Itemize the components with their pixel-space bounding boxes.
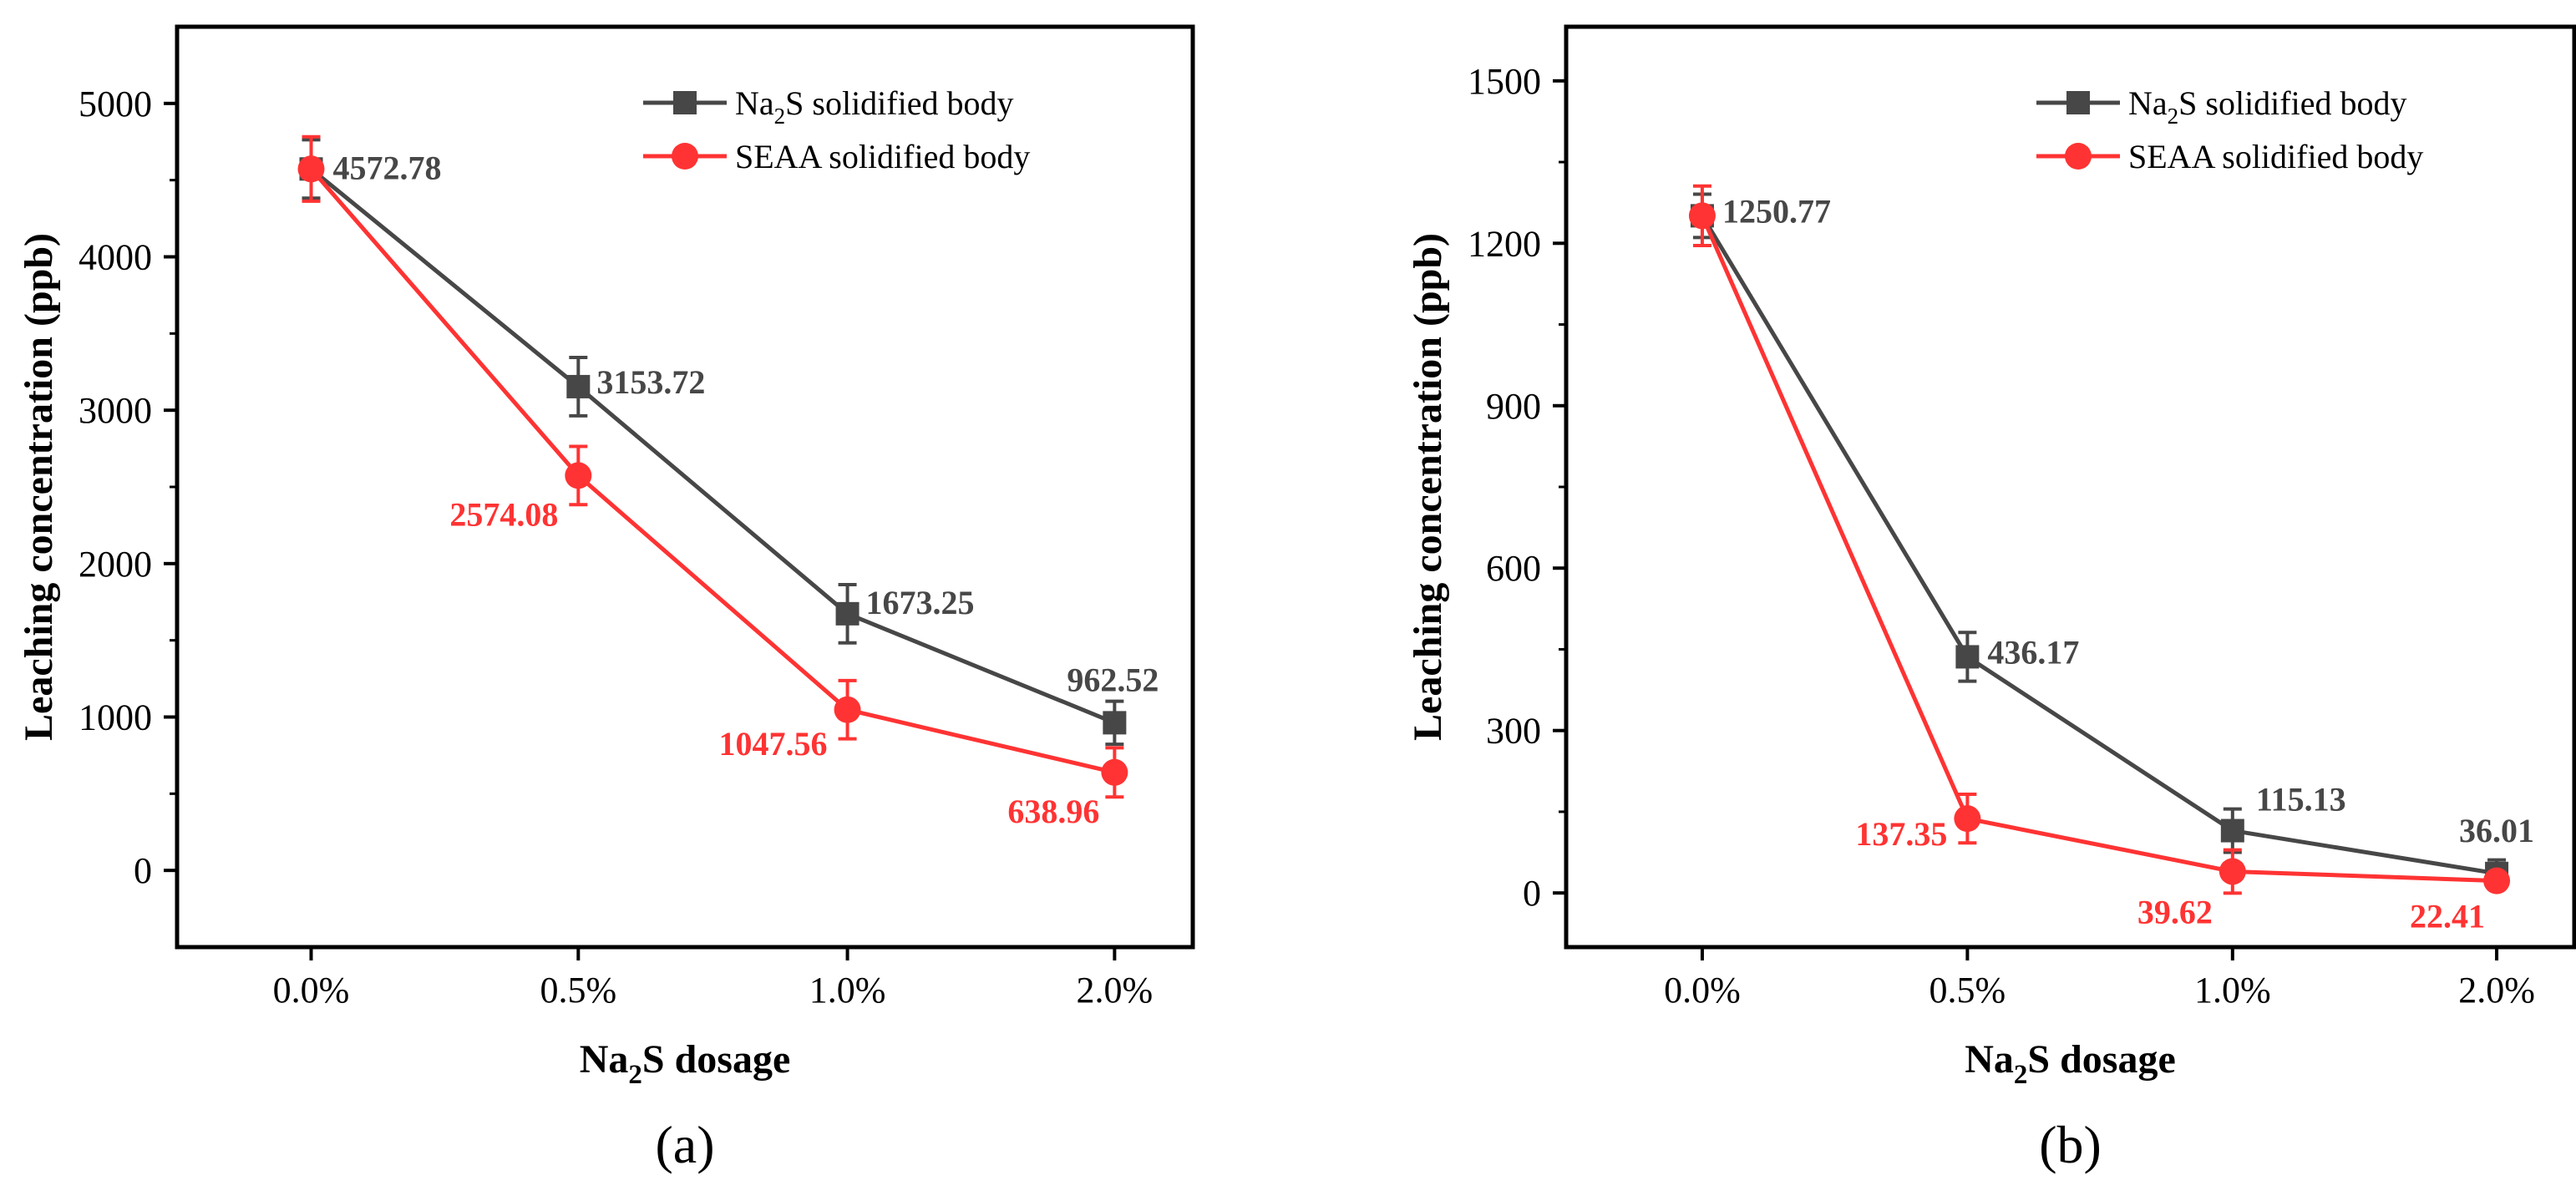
x-tick-label: 1.0%: [809, 970, 886, 1011]
legend-label: SEAA solidified body: [735, 138, 1030, 175]
data-point-circle: [2483, 867, 2511, 894]
series-line: [309, 167, 1115, 775]
x-tick-label: 0.0%: [1664, 970, 1741, 1011]
legend-marker-square: [673, 91, 697, 114]
legend-marker-circle: [672, 143, 698, 170]
legend-marker-square: [2066, 91, 2090, 114]
legend-marker-circle: [2065, 143, 2092, 170]
legend-label: SEAA solidified body: [2128, 138, 2423, 175]
data-point-square: [566, 374, 591, 398]
data-label: 1047.56: [719, 725, 828, 763]
data-label: 1673.25: [866, 584, 975, 621]
data-point-circle: [1688, 202, 1716, 230]
y-tick-label: 5000: [79, 84, 152, 124]
panel-label: (a): [655, 1115, 714, 1174]
y-tick-label: 0: [134, 850, 152, 891]
data-label: 4572.78: [333, 149, 442, 186]
data-point-square: [2220, 818, 2244, 843]
legend-label: Na2S solidified body: [735, 84, 1013, 129]
data-point-circle: [1954, 805, 1981, 833]
y-tick-label: 1000: [79, 697, 152, 738]
data-label: 115.13: [2256, 781, 2346, 818]
y-tick-label: 0: [1523, 873, 1541, 914]
x-tick-label: 0.5%: [540, 970, 616, 1011]
y-tick-label: 600: [1486, 548, 1541, 589]
data-label: 2574.08: [449, 495, 558, 533]
y-tick-label: 4000: [79, 237, 152, 278]
chart-panel-a: 0 1000 2000 3000 4000 5000 0.0% 0.5% 1.0% 2.0% Na2…: [17, 24, 1195, 1174]
x-tick-label: 0.5%: [1929, 970, 2006, 1011]
data-point-square: [835, 601, 860, 626]
x-tick-label: 0.0%: [273, 970, 350, 1011]
data-label: 1250.77: [1722, 192, 1831, 230]
data-point-square: [1103, 711, 1127, 735]
data-point-square: [1955, 645, 1980, 669]
data-point-circle: [1101, 758, 1128, 786]
data-point-circle: [834, 696, 861, 723]
data-label: 22.41: [2410, 898, 2485, 935]
series-line: [1700, 215, 2497, 884]
y-axis-title: Leaching concentration (ppb): [17, 233, 61, 741]
y-tick-label: 1500: [1468, 61, 1541, 102]
x-tick-label: 2.0%: [1077, 970, 1154, 1011]
data-label: 36.01: [2459, 812, 2534, 849]
data-label: 436.17: [1987, 633, 2079, 671]
chart-panel-b: 0 300 600 900 1200 1500 0.0% 0.5% 1.0% 2.0% Na2S d…: [1406, 24, 2576, 1174]
series-line: [1700, 215, 2497, 876]
data-label: 39.62: [2137, 893, 2213, 930]
y-tick-label: 300: [1486, 711, 1541, 752]
legend-label: Na2S solidified body: [2128, 84, 2406, 129]
x-axis-title: Na2S dosage: [1965, 1037, 2176, 1090]
y-tick-label: 900: [1486, 386, 1541, 427]
y-tick-label: 3000: [79, 390, 152, 431]
data-label: 962.52: [1067, 661, 1159, 698]
data-point-circle: [565, 462, 592, 489]
y-axis-title: Leaching concentration (ppb): [1406, 233, 1450, 741]
data-label: 3153.72: [596, 363, 705, 401]
x-tick-label: 1.0%: [2194, 970, 2271, 1011]
data-point-circle: [297, 155, 325, 183]
data-label: 137.35: [1855, 815, 1947, 853]
data-label: 638.96: [1007, 793, 1099, 830]
data-point-circle: [2219, 858, 2246, 885]
series-line: [309, 167, 1116, 725]
panel-label: (b): [2039, 1115, 2102, 1174]
y-tick-label: 2000: [79, 544, 152, 585]
y-tick-label: 1200: [1468, 223, 1541, 264]
x-tick-label: 2.0%: [2458, 970, 2535, 1011]
x-axis-title: Na2S dosage: [580, 1037, 791, 1090]
